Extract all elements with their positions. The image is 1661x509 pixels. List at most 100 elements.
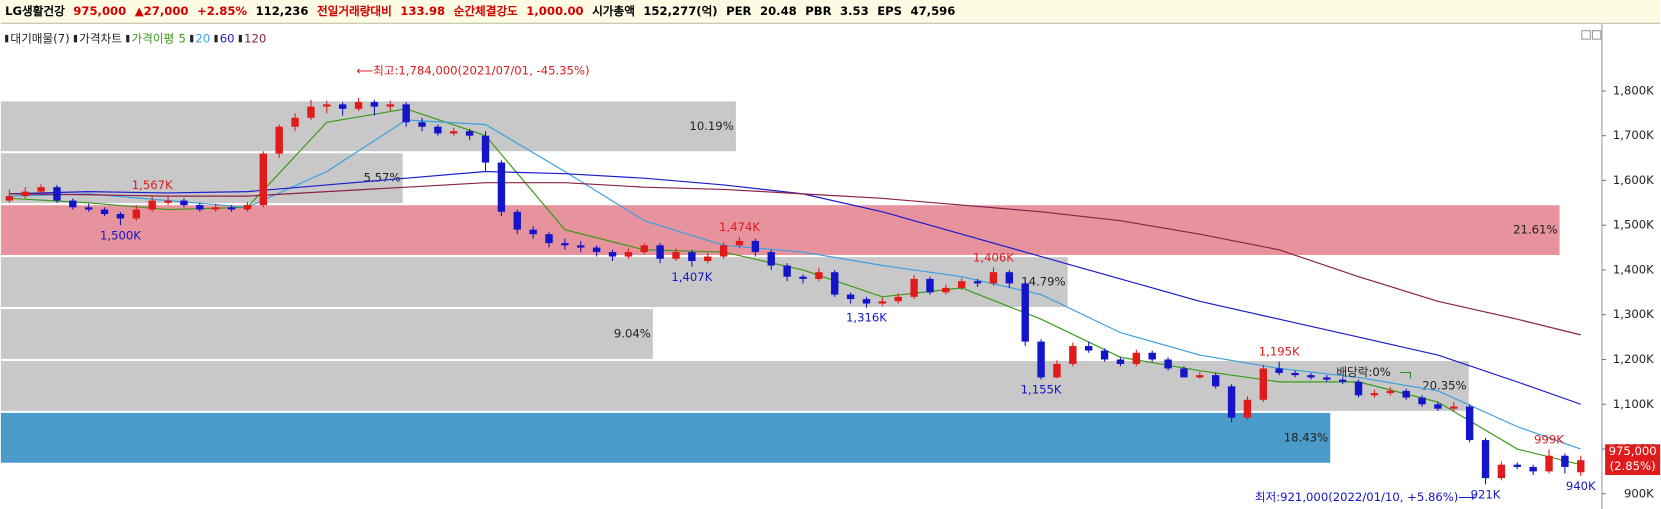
candle-body [529, 229, 537, 235]
header-bar [0, 0, 1661, 24]
candle-body [1481, 440, 1490, 479]
candle-body [1275, 368, 1283, 373]
candle-body [243, 205, 252, 210]
moving-average [9, 119, 1581, 450]
header-item: PER [726, 4, 751, 18]
legend-series: 120 [244, 32, 266, 46]
moving-average [9, 108, 1581, 466]
candle-body [783, 265, 791, 277]
volume-profile-bar [0, 309, 653, 359]
candle-body [1561, 455, 1569, 467]
volume-profile-bar [0, 257, 1068, 307]
candle-body [719, 245, 728, 257]
high-label: 1,567K [132, 178, 173, 192]
candle-body [386, 104, 394, 107]
candle-body [1434, 404, 1442, 409]
candle-body [846, 294, 855, 300]
header-item: LG생활건강 [5, 4, 65, 18]
y-tick-label: 900K [1624, 486, 1654, 500]
candle-body [227, 207, 236, 210]
legend-swatch [214, 34, 218, 43]
candle-body [942, 287, 950, 293]
current-change: (2.85%) [1610, 459, 1656, 473]
candle-body [116, 214, 125, 219]
header-item: +2.85% [197, 4, 247, 18]
candle-body [608, 252, 617, 257]
candle-body [767, 252, 775, 266]
candle-body [878, 301, 887, 304]
panel-close[interactable] [1591, 30, 1602, 40]
moving-average [9, 182, 1581, 336]
header-item: 133.98 [400, 4, 445, 18]
candle-body [1180, 368, 1188, 378]
candle-body [307, 106, 315, 118]
legend-swatch [5, 34, 9, 43]
candle-body [1354, 381, 1363, 396]
candle-body [1418, 397, 1426, 405]
candle-body [1307, 375, 1315, 378]
candle-body [799, 276, 807, 279]
volume-profile-bar [0, 412, 1331, 463]
header-item: 152,277(억) [643, 4, 717, 18]
candle-body [1196, 375, 1204, 378]
candle-body [196, 205, 204, 210]
header-item: 975,000 [73, 4, 126, 18]
candle-body [481, 135, 490, 163]
candle-body [100, 209, 109, 215]
legend-item: 가격이평 [131, 32, 174, 46]
low-label: 1,407K [671, 270, 712, 284]
candle-body [69, 200, 77, 208]
candle-body [656, 245, 664, 259]
header-item: 47,596 [911, 4, 956, 18]
candle-body [1545, 455, 1553, 472]
candle-body [211, 207, 220, 210]
volume-profile-label: 5.57% [364, 171, 401, 185]
candle-body [751, 240, 760, 253]
candle-body [1291, 372, 1299, 376]
header-item: 1,000.00 [526, 4, 583, 18]
volume-profile-label: 18.43% [1284, 430, 1328, 444]
low-label: 921K [1471, 487, 1501, 501]
candle-body [291, 117, 299, 127]
low-label: 1,500K [100, 228, 141, 242]
low-label: 940K [1566, 479, 1596, 493]
candle-body [735, 240, 744, 246]
candle-body [370, 102, 379, 107]
candle-body [1164, 359, 1172, 369]
legend-swatch [73, 34, 78, 43]
candle-body [1497, 464, 1506, 479]
candle-body [84, 207, 93, 210]
panel-button[interactable] [1581, 30, 1591, 40]
legend-swatch [190, 34, 194, 43]
candle-body [815, 272, 823, 279]
volume-profile-label: 9.04% [614, 326, 651, 340]
candle-body [21, 191, 29, 197]
candle-body [1259, 368, 1268, 400]
legend-series: 5 [178, 32, 185, 46]
header-item: 전일거래량대비 [317, 4, 392, 18]
candle-body [640, 245, 648, 253]
candle-body [53, 187, 61, 201]
candle-body [1529, 466, 1537, 472]
candle-body [513, 211, 521, 230]
candle-body [1338, 379, 1347, 382]
candle-body [1037, 341, 1045, 378]
candle-body [1450, 406, 1458, 409]
legend-series: 20 [195, 32, 210, 46]
candle-body [1100, 350, 1109, 360]
candle-body [338, 104, 347, 109]
candle-body [1577, 460, 1585, 473]
candle-body [164, 200, 172, 203]
candle-body [148, 200, 156, 210]
candle-body [831, 272, 839, 295]
candle-body [1069, 346, 1077, 364]
candle-body [862, 299, 871, 304]
candle-body [894, 296, 902, 302]
high-label: 1,406K [973, 250, 1014, 264]
candle-body [926, 278, 934, 293]
header-item: ▲27,000 [135, 4, 189, 18]
y-tick-label: 1,600K [1613, 173, 1654, 187]
candle-body [1116, 359, 1125, 364]
